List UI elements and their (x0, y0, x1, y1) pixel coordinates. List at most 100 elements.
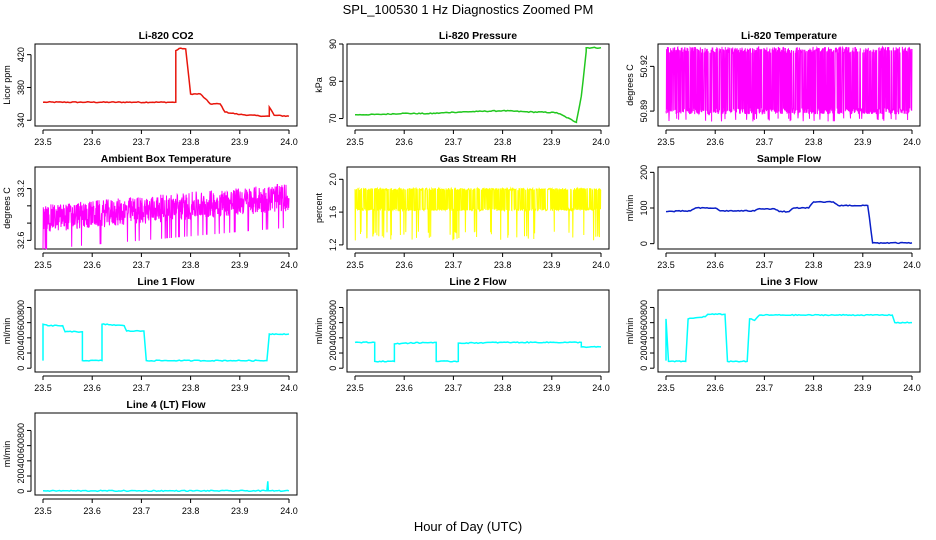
x-tick-label: 23.8 (182, 383, 200, 393)
x-tick-label: 23.7 (445, 137, 463, 147)
x-tick-label: 23.8 (494, 260, 512, 270)
x-tick-label: 23.5 (34, 137, 52, 147)
panel-line-1-flow: Line 1 Flow 23.5 23.6 23.7 23.8 23.9 24.0 0 2004… (2, 276, 298, 393)
plot-frame (657, 166, 921, 250)
panel-title: Li-820 Temperature (741, 30, 837, 42)
x-tick-label: 23.7 (756, 260, 774, 270)
y-tick-label: 800 (16, 423, 26, 438)
y-axis-label: ml/min (625, 195, 635, 222)
x-tick-label: 23.9 (231, 383, 249, 393)
chart-panels: Li-820 CO2 23.5 23.6 23.7 23.8 23.9 24.0 340 380… (2, 30, 921, 516)
y-tick-label: 420 (16, 47, 26, 62)
y-tick-label: 200 (16, 469, 26, 484)
x-tick-label: 24.0 (280, 383, 298, 393)
y-axis-label: percent (314, 192, 324, 223)
y-tick-label: 2.0 (328, 173, 338, 186)
x-tick-label: 23.9 (231, 137, 249, 147)
series-noise (354, 186, 602, 241)
y-tick-label: 600 (328, 315, 338, 330)
x-tick-label: 23.5 (657, 260, 675, 270)
x-tick-label: 23.5 (34, 506, 52, 516)
x-tick-label: 24.0 (592, 260, 610, 270)
series-noise (42, 184, 290, 250)
panel-li-820-co2: Li-820 CO2 23.5 23.6 23.7 23.8 23.9 24.0 340 380… (2, 30, 298, 147)
x-tick-label: 24.0 (592, 383, 610, 393)
y-axis-label: ml/min (2, 441, 12, 468)
x-tick-label: 23.7 (756, 383, 774, 393)
y-axis-label: ml/min (2, 318, 12, 345)
plot-frame (34, 43, 298, 127)
series-line (42, 323, 290, 362)
x-tick-label: 23.8 (805, 383, 823, 393)
x-tick-label: 23.9 (231, 506, 249, 516)
x-tick-label: 24.0 (592, 137, 610, 147)
y-axis-label: Licor ppm (2, 65, 12, 105)
x-tick-label: 23.5 (346, 260, 364, 270)
series-line (42, 481, 290, 493)
x-tick-label: 23.5 (657, 383, 675, 393)
x-tick-label: 23.8 (182, 506, 200, 516)
x-tick-label: 23.7 (133, 383, 151, 393)
x-tick-label: 24.0 (903, 260, 921, 270)
x-tick-label: 24.0 (280, 137, 298, 147)
panel-title: Sample Flow (757, 153, 822, 165)
series-noise (665, 45, 913, 122)
y-tick-label: 800 (16, 300, 26, 315)
y-tick-label: 33.2 (16, 180, 26, 198)
y-tick-label: 70 (328, 114, 338, 124)
y-tick-label: 1.2 (328, 239, 338, 252)
y-tick-label: 600 (16, 315, 26, 330)
plot-frame (34, 289, 298, 373)
y-tick-label: 400 (639, 330, 649, 345)
y-axis-label: ml/min (625, 318, 635, 345)
y-tick-label: 100 (639, 200, 649, 215)
plot-frame (34, 412, 298, 496)
x-tick-label: 23.5 (34, 383, 52, 393)
panel-line-2-flow: Line 2 Flow 23.5 23.6 23.7 23.8 23.9 24.0 0 2004… (314, 276, 610, 393)
plot-frame (346, 289, 610, 373)
x-tick-label: 23.6 (395, 260, 413, 270)
y-tick-label: 380 (16, 80, 26, 95)
x-tick-label: 23.9 (854, 137, 872, 147)
y-tick-label: 0 (16, 489, 26, 494)
x-tick-label: 23.8 (182, 260, 200, 270)
plot-frame (657, 43, 921, 127)
x-tick-label: 23.5 (34, 260, 52, 270)
y-tick-label: 80 (328, 76, 338, 86)
panel-line-4-lt-flow: Line 4 (LT) Flow 23.5 23.6 23.7 23.8 23.9 24.0… (2, 399, 298, 516)
panel-title: Line 1 Flow (137, 276, 195, 288)
plot-frame (346, 166, 610, 250)
panel-line-3-flow: Line 3 Flow 23.5 23.6 23.7 23.8 23.9 24.0 0 2004… (625, 276, 921, 393)
y-tick-label: 32.6 (16, 232, 26, 250)
x-tick-label: 23.6 (83, 506, 101, 516)
y-axis-label: ml/min (314, 318, 324, 345)
y-tick-label: 90 (328, 39, 338, 49)
x-tick-label: 23.7 (133, 137, 151, 147)
x-tick-label: 23.7 (445, 260, 463, 270)
series-line (354, 341, 602, 363)
x-tick-label: 23.6 (83, 383, 101, 393)
y-tick-label: 1.6 (328, 206, 338, 219)
series-line (665, 313, 912, 363)
x-tick-label: 23.7 (133, 506, 151, 516)
x-tick-label: 23.6 (706, 260, 724, 270)
x-tick-label: 23.9 (543, 383, 561, 393)
y-tick-label: 50.92 (639, 55, 649, 78)
x-tick-label: 24.0 (903, 137, 921, 147)
panel-title: Gas Stream RH (440, 153, 516, 165)
x-tick-label: 23.6 (706, 137, 724, 147)
panel-li-820-temperature: Li-820 Temperature 23.5 23.6 23.7 23.8 23.9 24… (625, 30, 921, 147)
panel-title: Line 2 Flow (449, 276, 507, 288)
y-tick-label: 0 (639, 241, 649, 246)
panel-sample-flow: Sample Flow 23.5 23.6 23.7 23.8 23.9 24.0 0 100 2… (625, 153, 921, 270)
x-tick-label: 24.0 (280, 506, 298, 516)
plot-frame (34, 166, 298, 250)
x-tick-label: 23.5 (657, 137, 675, 147)
panel-title: Line 4 (LT) Flow (126, 399, 206, 411)
y-tick-label: 400 (328, 330, 338, 345)
y-axis-label: kPa (314, 77, 324, 93)
x-tick-label: 23.8 (182, 137, 200, 147)
y-tick-label: 340 (16, 113, 26, 128)
y-tick-label: 800 (328, 300, 338, 315)
